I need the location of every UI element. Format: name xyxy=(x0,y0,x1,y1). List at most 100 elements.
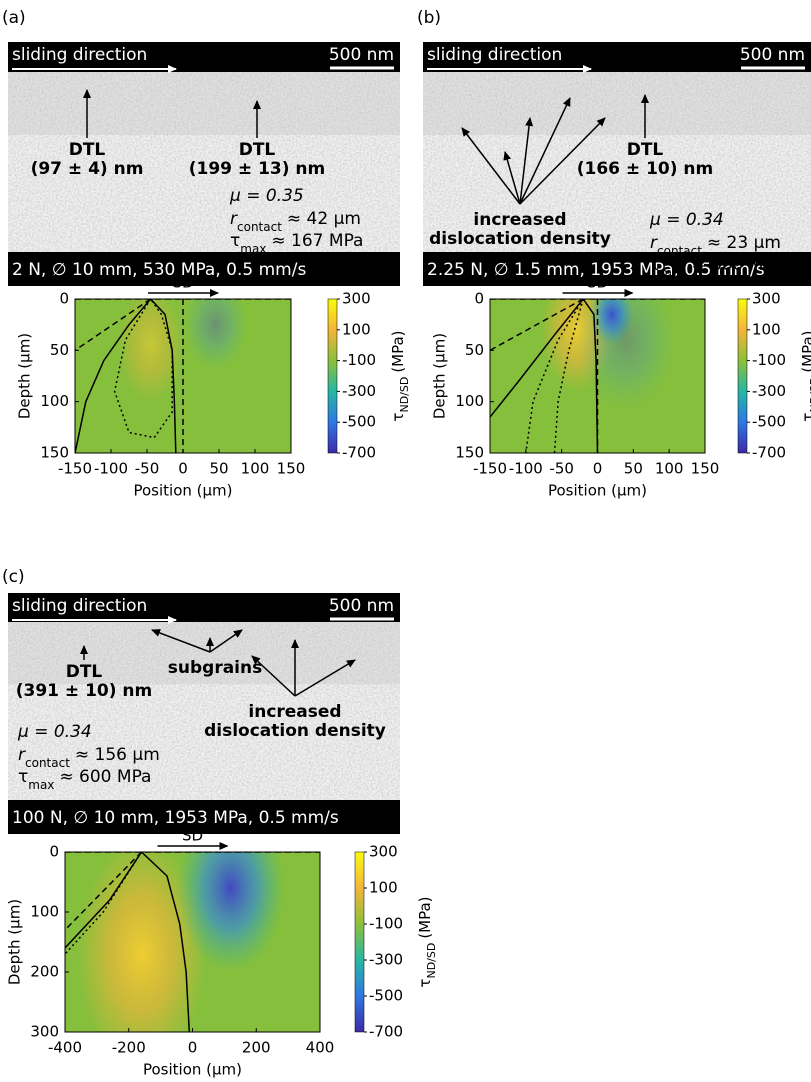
max-shear-sub: max xyxy=(660,266,686,280)
contour-line xyxy=(582,299,599,453)
annotation: (166 ± 10) nm xyxy=(577,159,714,179)
colorbar-tick-label: -300 xyxy=(342,382,376,400)
x-tick-label: 0 xyxy=(188,1039,198,1057)
panel-label: (b) xyxy=(417,8,441,28)
contact-radius-sub: contact xyxy=(25,756,70,770)
annotation-arrow xyxy=(294,659,356,697)
contour-line xyxy=(65,852,143,955)
annotation-arrow xyxy=(461,127,521,205)
colorbar-label: τND/SD (MPa) xyxy=(799,330,811,421)
conditions: 100 N, ∅ 10 mm, 1953 MPa, 0.5 mm/s xyxy=(12,808,339,828)
contact-radius: rcontact ≈ 42 µm xyxy=(230,209,361,234)
y-tick-label: 0 xyxy=(474,290,484,308)
annotation: DTL xyxy=(239,140,276,160)
colorbar-tick-label: -300 xyxy=(752,382,786,400)
annotation: dislocation density xyxy=(204,721,386,741)
scale-bar-label: 500 nm xyxy=(329,45,394,65)
contact-radius-symbol: r xyxy=(650,233,658,253)
y-tick-label: 100 xyxy=(455,392,484,410)
colorbar-tick-label: 100 xyxy=(752,320,781,338)
colorbar xyxy=(327,298,338,454)
max-shear: τmax ≈ 600 MPa xyxy=(650,255,783,280)
stress-field xyxy=(490,299,705,453)
contact-radius: rcontact ≈ 23 µm xyxy=(650,233,781,258)
annotation: increased xyxy=(248,702,341,722)
annotation: (391 ± 10) nm xyxy=(16,681,153,701)
sd-label: SD xyxy=(172,274,193,292)
x-tick-label: 400 xyxy=(306,1039,335,1057)
conditions: 2 N, ∅ 10 mm, 530 MPa, 0.5 mm/s xyxy=(12,260,306,280)
annotation: DTL xyxy=(69,140,106,160)
bottom-bar xyxy=(8,252,400,286)
annotation-arrow xyxy=(519,117,534,205)
x-tick-label: -100 xyxy=(94,460,128,478)
x-tick-label: -150 xyxy=(473,460,507,478)
contour-line xyxy=(490,299,584,418)
contour-line xyxy=(65,852,143,931)
y-tick-label: 100 xyxy=(40,392,69,410)
contour-line xyxy=(75,299,152,351)
x-tick-label: -50 xyxy=(135,460,160,478)
annotation-arrow xyxy=(519,97,571,205)
colorbar-tick-label: -500 xyxy=(342,413,376,431)
contact-radius-text: ≈ 42 µm xyxy=(287,209,361,229)
annotation-arrow xyxy=(151,629,211,653)
friction: μ = 0.34 xyxy=(17,722,92,742)
annotation-arrow xyxy=(251,655,296,697)
annotation-arrow xyxy=(503,151,521,205)
contour-line xyxy=(140,852,191,1032)
colorbar-tick-label: 300 xyxy=(752,290,781,308)
contact-radius-text: ≈ 23 µm xyxy=(707,233,781,253)
colorbar-tick-label: -700 xyxy=(752,444,786,462)
sliding-direction: sliding direction xyxy=(12,596,147,616)
colorbar-symbol: τ xyxy=(799,413,811,422)
contact-radius: rcontact ≈ 156 µm xyxy=(18,745,160,770)
x-axis-label: Position (µm) xyxy=(143,1061,242,1079)
field-blob xyxy=(77,852,206,1032)
annotation: DTL xyxy=(66,662,103,682)
y-tick-label: 150 xyxy=(455,444,484,462)
friction: μ = 0.35 xyxy=(229,186,304,206)
contact-radius-symbol: r xyxy=(18,745,26,765)
x-tick-label: 150 xyxy=(691,460,720,478)
x-tick-label: 100 xyxy=(241,460,270,478)
colorbar-unit: (MPa) xyxy=(389,330,407,372)
colorbar-tick-label: -100 xyxy=(369,915,403,933)
colorbar-sub: ND/SD xyxy=(425,943,438,979)
panel-label: (a) xyxy=(2,8,26,28)
sliding-direction: sliding direction xyxy=(427,45,562,65)
annotation: (97 ± 4) nm xyxy=(31,159,144,179)
x-tick-label: 150 xyxy=(277,460,306,478)
max-shear-sub: max xyxy=(240,242,266,256)
bottom-bar xyxy=(423,252,811,286)
x-tick-label: -400 xyxy=(48,1039,82,1057)
conditions: 2.25 N, ∅ 1.5 mm, 1953 MPa, 0.5 mm/s xyxy=(427,260,765,280)
colorbar-tick-label: 100 xyxy=(342,320,371,338)
colorbar-tick-label: 300 xyxy=(369,843,398,861)
colorbar-tick-label: -100 xyxy=(342,351,376,369)
contact-radius-sub: contact xyxy=(237,220,282,234)
x-tick-label: 0 xyxy=(593,460,603,478)
contact-radius-symbol: r xyxy=(230,209,238,229)
y-tick-label: 300 xyxy=(30,1023,59,1041)
colorbar-tick-label: -500 xyxy=(752,413,786,431)
colorbar-tick-label: -700 xyxy=(342,444,376,462)
top-bar xyxy=(8,593,400,622)
max-shear: τmax ≈ 600 MPa xyxy=(18,767,151,792)
x-tick-label: 50 xyxy=(209,460,228,478)
field-blob xyxy=(576,299,677,412)
contour-line xyxy=(113,299,173,439)
colorbar-label: τND/SD (MPa) xyxy=(416,896,438,987)
stress-field xyxy=(65,852,320,1032)
scale-bar-label: 500 nm xyxy=(329,596,394,616)
annotation-arrow xyxy=(209,629,243,653)
colorbar-unit: (MPa) xyxy=(799,330,811,372)
contour-line xyxy=(75,299,152,453)
bottom-bar xyxy=(8,800,400,834)
y-axis-label: Depth (µm) xyxy=(16,333,34,419)
colorbar-tick-label: -100 xyxy=(752,351,786,369)
max-shear: τmax ≈ 167 MPa xyxy=(230,231,363,256)
max-shear-text: ≈ 167 MPa xyxy=(271,231,363,251)
max-shear-symbol: τ xyxy=(230,231,240,251)
